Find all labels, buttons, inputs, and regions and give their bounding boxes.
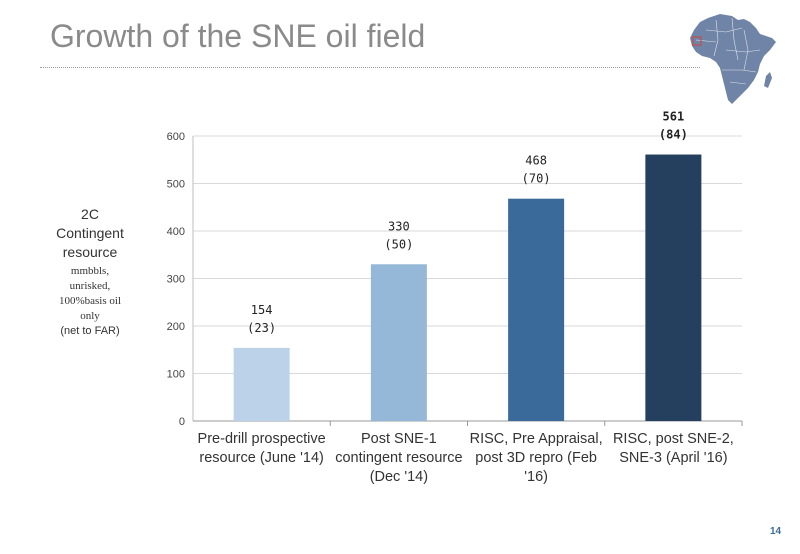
y-desc-line: only bbox=[80, 310, 100, 322]
x-tick-label: resource (June '14) bbox=[199, 450, 323, 466]
y-tick-label: 500 bbox=[167, 179, 185, 191]
x-tick-label: RISC, Pre Appraisal, bbox=[470, 431, 603, 447]
page-number: 14 bbox=[770, 526, 782, 537]
y-desc-line: 100%basis oil bbox=[58, 295, 122, 307]
bar bbox=[233, 347, 290, 421]
x-tick-label: post 3D repro (Feb bbox=[475, 450, 597, 466]
bar bbox=[645, 154, 702, 421]
title-divider bbox=[40, 67, 700, 68]
data-label: (70) bbox=[522, 172, 551, 186]
africa-outline bbox=[690, 14, 776, 104]
y-desc-line: mmbbls, bbox=[70, 265, 110, 277]
bar bbox=[370, 264, 427, 421]
data-label: 468 bbox=[525, 154, 547, 168]
y-tick-label: 100 bbox=[167, 369, 185, 381]
y-desc-line: 2C bbox=[81, 206, 99, 222]
page-title: Growth of the SNE oil field bbox=[50, 18, 426, 54]
y-desc-line: (net to FAR) bbox=[60, 325, 120, 337]
y-tick-label: 200 bbox=[167, 321, 185, 333]
y-axis-description: 2C Contingent resource mmbbls, unrisked,… bbox=[42, 205, 138, 339]
madagascar-shape bbox=[764, 72, 772, 88]
x-tick-label: (Dec '14) bbox=[370, 469, 428, 485]
y-tick-label: 600 bbox=[167, 131, 185, 143]
data-label: (23) bbox=[247, 321, 276, 335]
x-tick-label: Pre-drill prospective bbox=[198, 431, 326, 447]
bar bbox=[508, 198, 565, 421]
x-tick-label: Post SNE-1 bbox=[361, 431, 437, 447]
y-tick-label: 300 bbox=[167, 274, 185, 286]
x-tick-label: '16) bbox=[524, 469, 548, 485]
x-tick-label: contingent resource bbox=[335, 450, 462, 466]
data-label: 561 bbox=[663, 110, 685, 124]
data-label: 154 bbox=[251, 303, 273, 317]
x-tick-label: SNE-3 (April '16) bbox=[619, 450, 727, 466]
y-tick-label: 400 bbox=[167, 226, 185, 238]
africa-map-icon bbox=[690, 14, 776, 104]
data-label: (84) bbox=[659, 128, 688, 142]
y-desc-line: resource bbox=[62, 244, 118, 260]
field-location-marker bbox=[692, 36, 702, 46]
data-label: (50) bbox=[384, 237, 413, 251]
y-desc-line: unrisked, bbox=[69, 280, 111, 292]
y-desc-line: Contingent bbox=[56, 225, 124, 241]
x-tick-label: RISC, post SNE-2, bbox=[613, 431, 734, 447]
y-tick-label: 0 bbox=[179, 416, 185, 428]
data-label: 330 bbox=[388, 219, 410, 233]
